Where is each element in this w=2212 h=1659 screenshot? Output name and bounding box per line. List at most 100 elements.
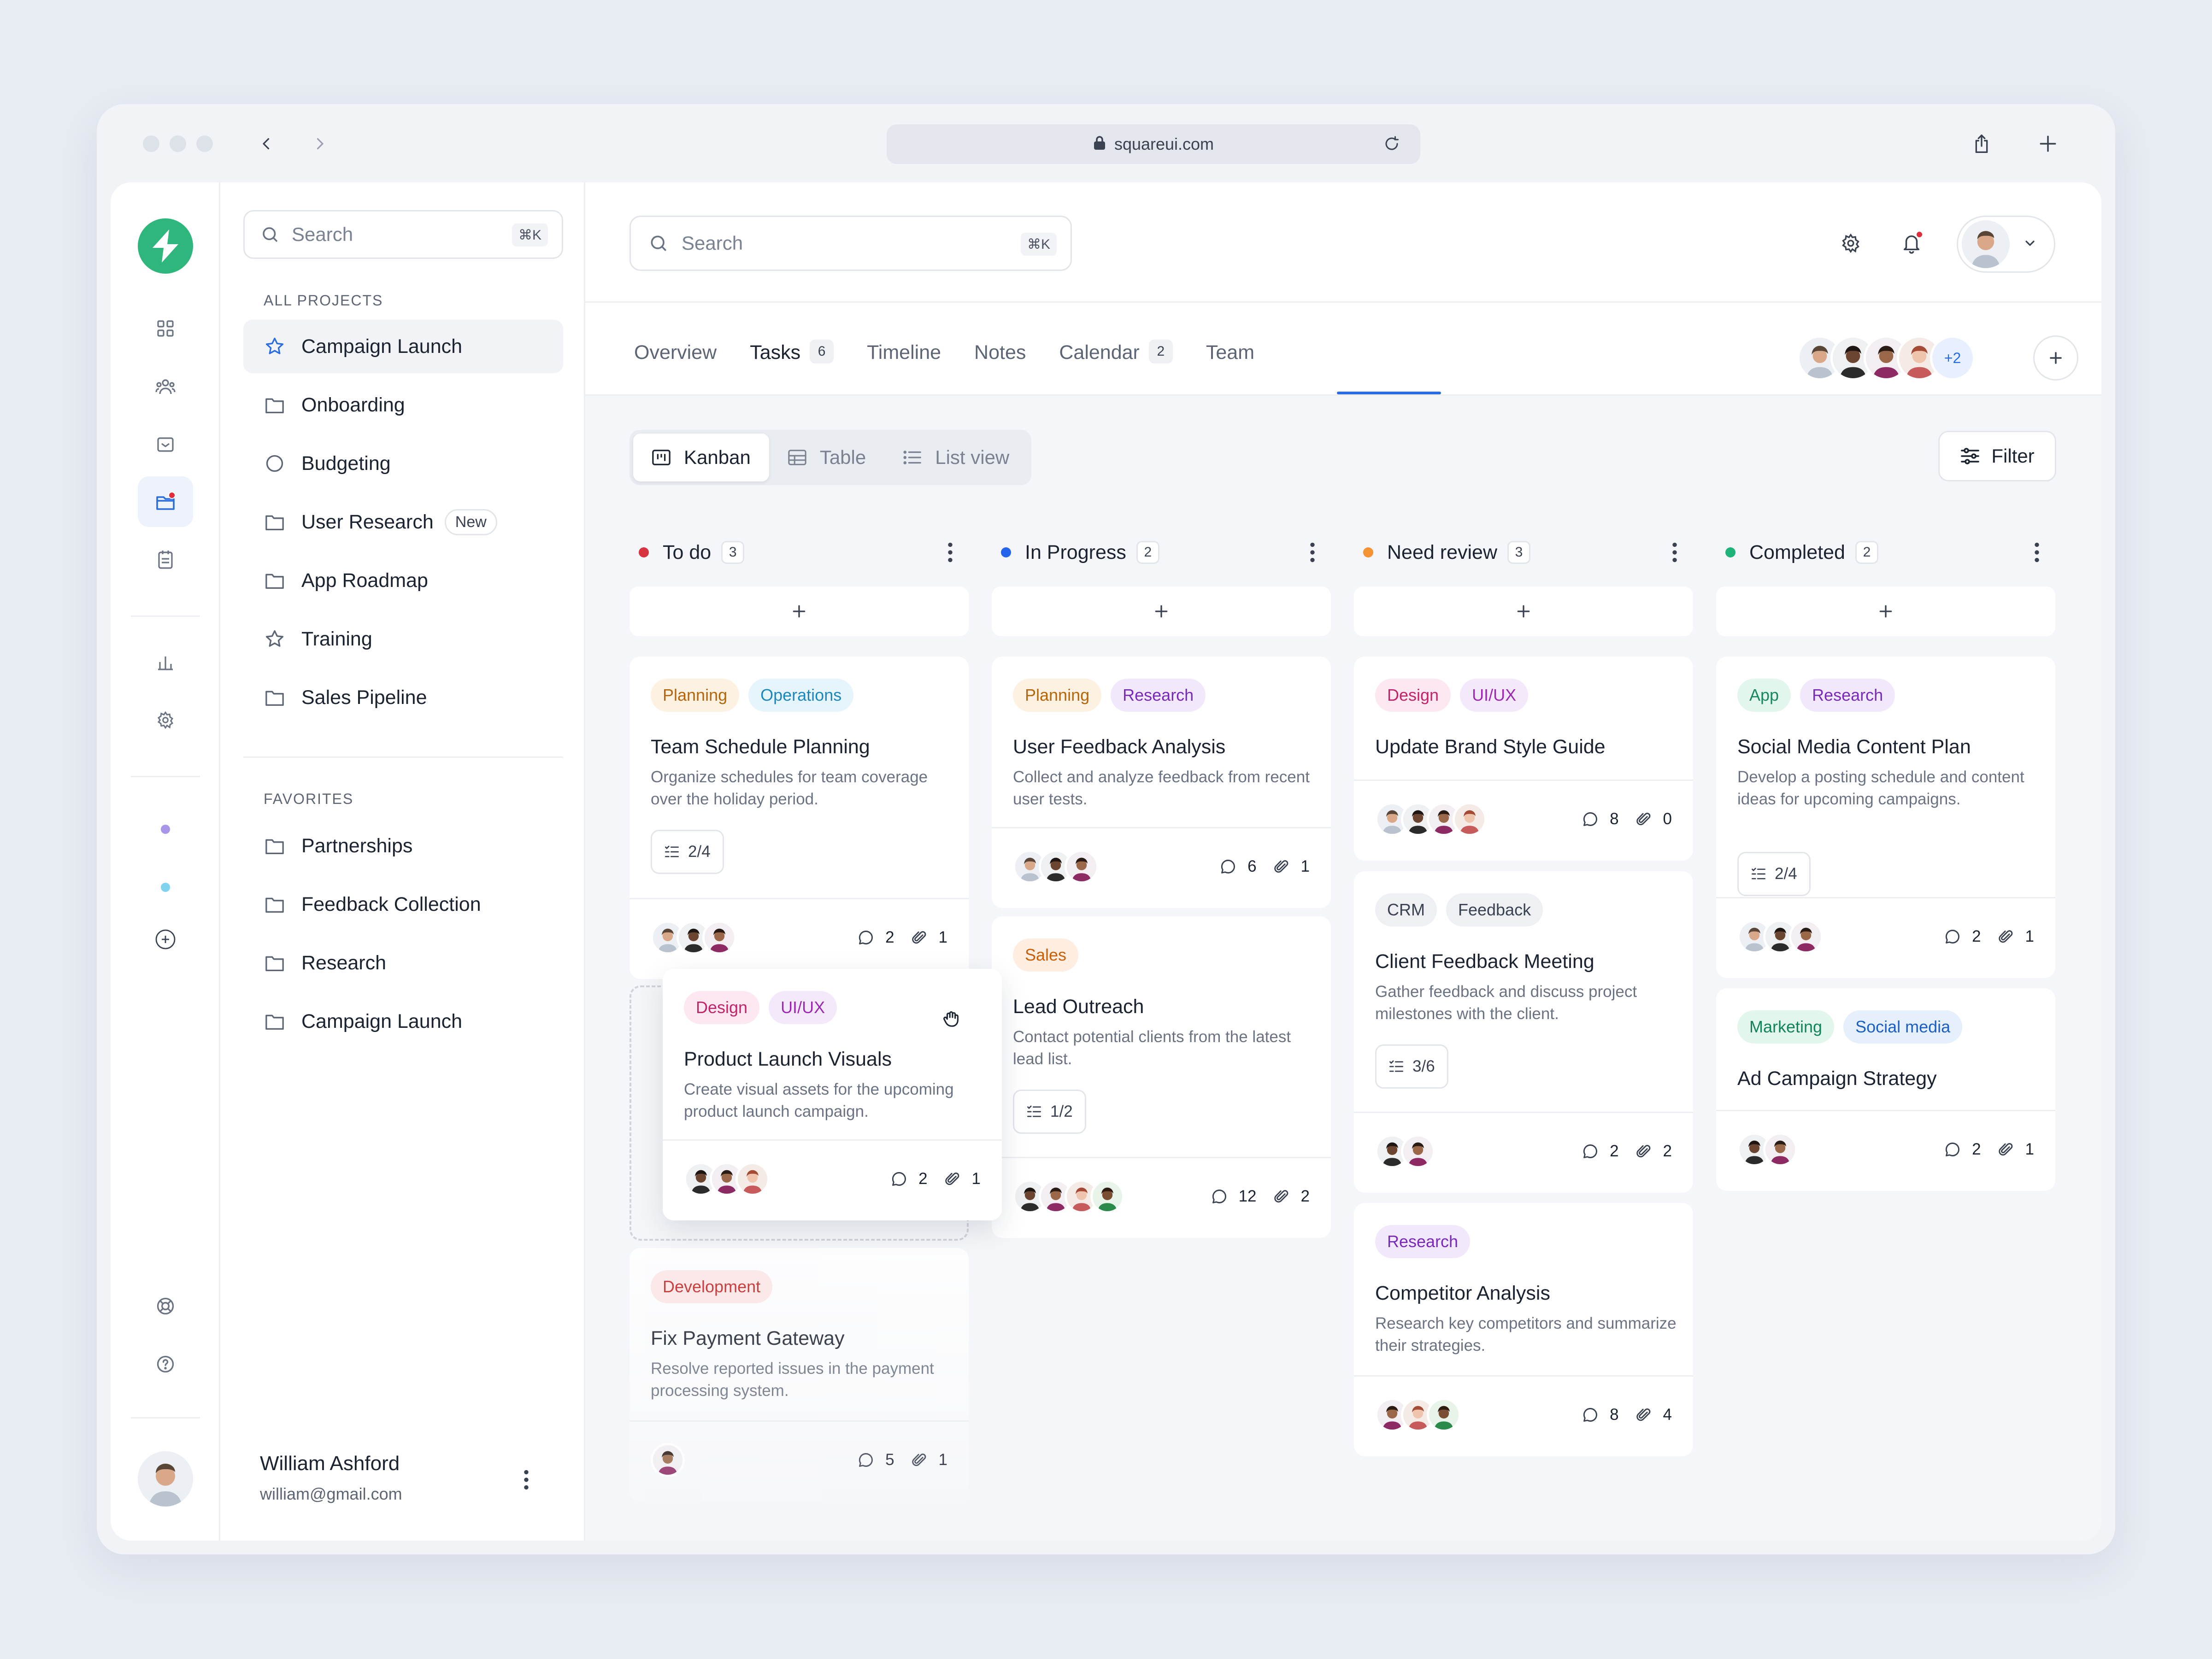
settings-gear-icon[interactable] xyxy=(138,695,193,745)
tag-chip[interactable]: UI/UX xyxy=(769,991,837,1024)
assignee-avatars[interactable] xyxy=(684,1162,770,1196)
task-card[interactable]: Sales Lead Outreach Contact potential clie… xyxy=(992,916,1331,1238)
task-card[interactable]: Design UI/UX Product Launch Visuals Create … xyxy=(663,969,1002,1220)
add-member-button[interactable] xyxy=(2033,335,2078,381)
favorite-item-research[interactable]: Research xyxy=(243,936,563,990)
project-item-campaign-launch[interactable]: Campaign Launch xyxy=(243,320,563,373)
assignee-avatars[interactable] xyxy=(1375,1134,1435,1168)
comments-count[interactable]: 12 xyxy=(1211,1187,1257,1206)
assignee-avatars[interactable] xyxy=(651,920,736,955)
assignee-avatars[interactable] xyxy=(1375,802,1487,836)
tag-chip[interactable]: Research xyxy=(1111,679,1206,712)
task-card[interactable]: Development Fix Payment Gateway Resolve re… xyxy=(629,1248,969,1501)
attachments-count[interactable]: 0 xyxy=(1635,810,1672,828)
lightning-logo-icon[interactable] xyxy=(138,218,193,274)
address-bar[interactable]: squareui.com xyxy=(887,124,1420,164)
attachments-count[interactable]: 1 xyxy=(911,1451,947,1469)
assignee-avatars[interactable] xyxy=(1013,850,1099,884)
add-task-button[interactable] xyxy=(992,586,1331,636)
view-kanban[interactable]: Kanban xyxy=(633,434,769,481)
notification-bell-icon[interactable] xyxy=(1898,229,1925,257)
tag-chip[interactable]: Marketing xyxy=(1737,1010,1835,1043)
tab-team[interactable]: Team xyxy=(1206,341,1254,397)
assignee-avatars[interactable] xyxy=(1737,920,1823,954)
task-card[interactable]: Planning Research User Feedback Analysis Co… xyxy=(992,657,1331,908)
add-task-button[interactable] xyxy=(629,586,969,636)
task-card[interactable]: CRM Feedback Client Feedback Meeting Gather… xyxy=(1354,871,1693,1193)
task-card[interactable]: Design UI/UX Update Brand Style Guide 8 0 xyxy=(1354,657,1693,861)
user-more-icon[interactable] xyxy=(512,1466,540,1494)
add-task-button[interactable] xyxy=(1354,586,1693,636)
task-card[interactable]: App Research Social Media Content Plan Deve… xyxy=(1716,657,2055,978)
forward-arrow-icon[interactable] xyxy=(307,131,333,157)
attachments-count[interactable]: 1 xyxy=(911,928,947,947)
share-icon[interactable] xyxy=(1968,130,1995,158)
comments-count[interactable]: 8 xyxy=(1582,1406,1619,1424)
filter-button[interactable]: Filter xyxy=(1938,431,2056,481)
column-more-icon[interactable] xyxy=(941,539,959,566)
project-item-budgeting[interactable]: Budgeting xyxy=(243,437,563,490)
tag-chip[interactable]: Research xyxy=(1375,1225,1471,1258)
tag-chip[interactable]: Design xyxy=(1375,679,1451,712)
tag-chip[interactable]: Design xyxy=(684,991,760,1024)
user-avatar[interactable] xyxy=(138,1451,193,1507)
blue-workspace-dot[interactable] xyxy=(161,883,170,892)
checklist-progress[interactable]: 1/2 xyxy=(1013,1090,1086,1134)
attachments-count[interactable]: 1 xyxy=(1273,857,1310,876)
new-tab-icon[interactable] xyxy=(2034,130,2062,158)
comments-count[interactable]: 2 xyxy=(1944,1140,1981,1159)
checklist-progress[interactable]: 2/4 xyxy=(1737,852,1811,896)
tag-chip[interactable]: App xyxy=(1737,679,1791,712)
comments-count[interactable]: 5 xyxy=(858,1451,894,1469)
tag-chip[interactable]: Social media xyxy=(1843,1010,1963,1043)
assignee-avatars[interactable] xyxy=(651,1443,685,1477)
comments-count[interactable]: 2 xyxy=(1582,1142,1619,1161)
assignee-avatars[interactable] xyxy=(1737,1132,1797,1167)
tag-chip[interactable]: Feedback xyxy=(1446,893,1543,926)
attachments-count[interactable]: 4 xyxy=(1635,1406,1672,1424)
tag-chip[interactable]: Sales xyxy=(1013,938,1079,972)
inbox-icon[interactable] xyxy=(138,419,193,470)
project-item-user-research[interactable]: User Research New xyxy=(243,495,563,549)
tab-tasks[interactable]: Tasks 6 xyxy=(750,340,834,397)
column-more-icon[interactable] xyxy=(2028,539,2046,566)
task-card[interactable]: Research Competitor Analysis Research key … xyxy=(1354,1203,1693,1456)
comments-count[interactable]: 2 xyxy=(891,1170,928,1188)
projects-folder-icon[interactable] xyxy=(138,476,193,527)
project-item-sales-pipeline[interactable]: Sales Pipeline xyxy=(243,671,563,724)
attachments-count[interactable]: 2 xyxy=(1635,1142,1672,1161)
attachments-count[interactable]: 1 xyxy=(1998,927,2034,946)
tab-notes[interactable]: Notes xyxy=(974,341,1026,397)
assignee-avatars[interactable] xyxy=(1375,1398,1461,1432)
tag-chip[interactable]: Operations xyxy=(748,679,854,712)
tag-chip[interactable]: Planning xyxy=(651,679,740,712)
tag-chip[interactable]: CRM xyxy=(1375,893,1437,926)
tab-timeline[interactable]: Timeline xyxy=(867,341,941,397)
back-arrow-icon[interactable] xyxy=(253,131,279,157)
attachments-count[interactable]: 1 xyxy=(944,1170,981,1188)
tag-chip[interactable]: UI/UX xyxy=(1460,679,1529,712)
checklist-progress[interactable]: 3/6 xyxy=(1375,1044,1448,1089)
users-icon[interactable] xyxy=(138,361,193,412)
favorite-item-partnerships[interactable]: Partnerships xyxy=(243,819,563,873)
profile-menu-button[interactable] xyxy=(1957,216,2055,273)
tag-chip[interactable]: Development xyxy=(651,1270,773,1303)
attachments-count[interactable]: 1 xyxy=(1998,1140,2034,1159)
tab-calendar[interactable]: Calendar 2 xyxy=(1059,340,1173,397)
clipboard-icon[interactable] xyxy=(138,534,193,585)
favorite-item-feedback-collection[interactable]: Feedback Collection xyxy=(243,878,563,931)
comments-count[interactable]: 8 xyxy=(1582,810,1619,828)
project-item-app-roadmap[interactable]: App Roadmap xyxy=(243,554,563,607)
settings-gear-icon[interactable] xyxy=(1837,229,1865,257)
column-more-icon[interactable] xyxy=(1665,539,1684,566)
reload-icon[interactable] xyxy=(1383,135,1400,156)
add-workspace-icon[interactable] xyxy=(138,914,193,965)
tag-chip[interactable]: Research xyxy=(1800,679,1895,712)
view-table[interactable]: Table xyxy=(769,434,884,481)
global-search-input[interactable]: Search ⌘K xyxy=(629,216,1072,271)
tag-chip[interactable]: Planning xyxy=(1013,679,1102,712)
comments-count[interactable]: 2 xyxy=(858,928,894,947)
bar-chart-icon[interactable] xyxy=(138,637,193,687)
window-controls[interactable] xyxy=(143,135,213,152)
task-card[interactable]: Marketing Social media Ad Campaign Strateg… xyxy=(1716,988,2055,1191)
